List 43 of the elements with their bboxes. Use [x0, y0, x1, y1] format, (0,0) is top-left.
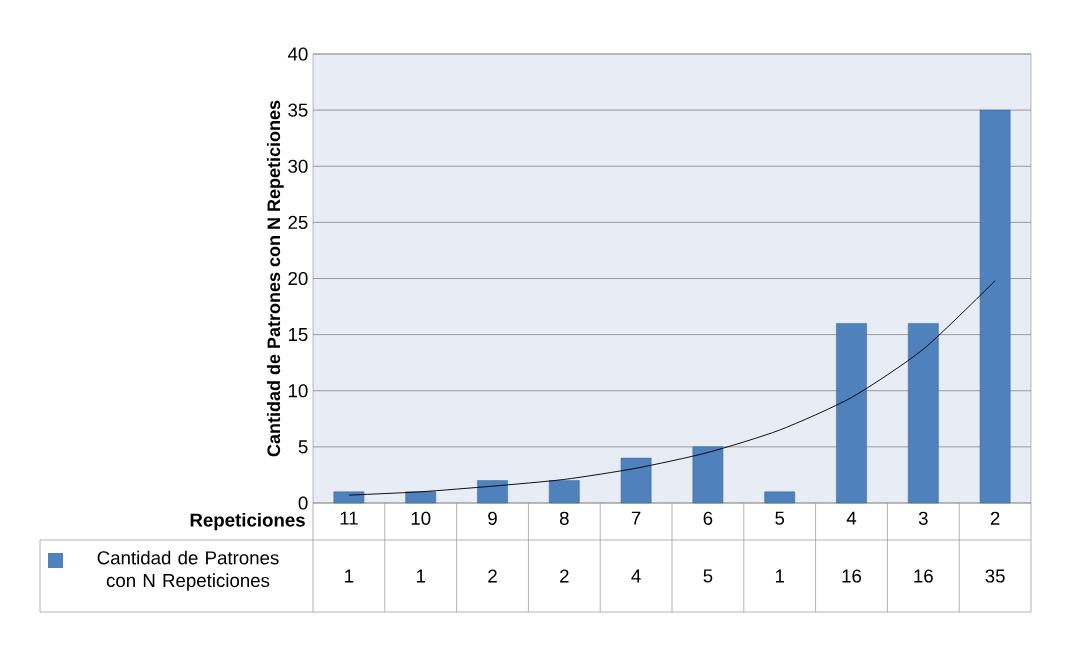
- x-tick-label: 4: [846, 511, 857, 525]
- y-tick-label: 35: [288, 103, 308, 117]
- y-tick-label: 20: [288, 271, 308, 286]
- bar: [620, 457, 652, 504]
- data-label: 2: [488, 569, 497, 583]
- y-tick-label: 0: [298, 496, 308, 510]
- x-tick-label: 5: [775, 511, 785, 525]
- data-label: 1: [775, 569, 784, 583]
- y-tick-label: 25: [288, 215, 308, 229]
- data-label: 35: [985, 569, 1005, 583]
- bar: [692, 446, 724, 504]
- x-tick-label: 6: [703, 511, 713, 525]
- x-tick-label: 8: [559, 511, 569, 525]
- data-label: 2: [560, 569, 569, 583]
- y-tick-label: 10: [288, 384, 308, 398]
- y-tick-label: 15: [288, 328, 308, 342]
- x-tick-label: 11: [340, 511, 358, 525]
- bar: [333, 491, 365, 504]
- y-tick-label: 30: [288, 159, 308, 173]
- data-label: 4: [631, 569, 641, 583]
- x-tick-label: 3: [918, 511, 928, 525]
- y-axis-title: Cantidad de Patrones con N Repeticiones: [266, 100, 284, 457]
- data-label: 1: [416, 569, 425, 583]
- x-axis-title: Repeticiones: [190, 512, 305, 531]
- bar: [836, 323, 867, 504]
- bar: [907, 323, 939, 504]
- bar: [764, 491, 796, 504]
- x-tick-label: 9: [488, 511, 497, 525]
- legend-label: Cantidad de Patrones con N Repeticiones: [97, 550, 279, 591]
- bar: [548, 480, 580, 504]
- bar: [979, 109, 1011, 504]
- data-label: 16: [914, 569, 933, 583]
- data-label: 16: [842, 569, 862, 583]
- x-tick-label: 2: [990, 511, 1000, 525]
- y-tick-label: 5: [298, 440, 308, 454]
- data-label: 5: [703, 569, 713, 583]
- data-label: 1: [345, 569, 354, 583]
- bar: [477, 480, 508, 504]
- y-tick-label: 40: [287, 47, 308, 61]
- bar: [405, 491, 437, 504]
- x-tick-label: 10: [411, 511, 431, 525]
- x-tick-label: 7: [631, 511, 641, 525]
- line-series: [348, 280, 996, 496]
